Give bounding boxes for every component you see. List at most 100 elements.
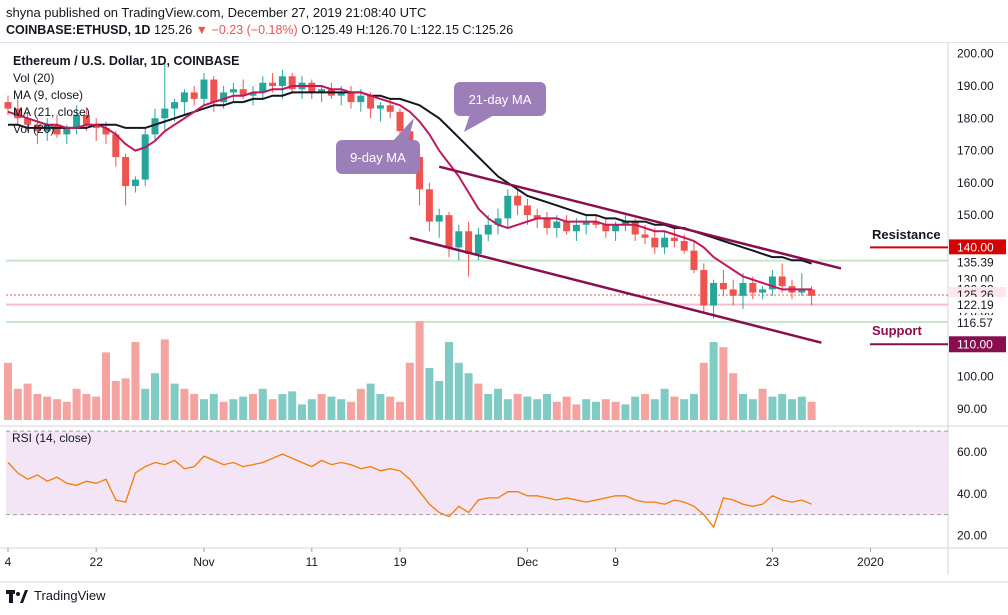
candle-body [278,76,286,86]
candle-body [131,179,139,187]
volume-bar [249,394,257,420]
candle-body [494,218,502,225]
volume-bar [23,383,32,420]
rsi-tick-label: 20.00 [957,528,987,542]
volume-bar [758,388,767,420]
candle-body [768,276,776,290]
volume-bar [307,399,316,420]
candle-body [670,237,678,241]
volume-bar [788,399,796,420]
candle-body [739,282,747,296]
candle-body [259,82,267,93]
ma21-callout: 21-day MA [454,82,546,132]
candle-body [651,237,659,248]
time-tick-label: 4 [5,555,12,569]
volume-bar [209,394,218,420]
candle-body [700,270,708,306]
volume-bar [513,394,522,420]
candle-body [161,108,169,119]
volume-bar [229,399,238,420]
candle-body [102,127,110,135]
candle-body [484,224,492,235]
ma21-callout-text: 21-day MA [469,92,532,107]
candle-body [582,221,590,225]
volume-bar [337,399,346,420]
volume-bar [680,399,689,420]
candle-body [719,282,727,290]
volume-bar [141,388,150,420]
candle-body [592,221,600,225]
volume-bar [278,394,287,420]
candle-body [602,224,610,232]
time-tick-label: 23 [766,555,780,569]
candle-body [269,82,277,86]
time-tick-label: 22 [90,555,104,569]
candle-body [523,205,531,216]
volume-bar [484,394,493,420]
candle-body [621,221,629,225]
volume-bar [298,404,306,420]
price-tag-label: 110.00 [957,337,993,351]
price-tag-bg [949,296,1006,313]
annotations: 21-day MA 9-day MA Resistance Support [336,82,948,346]
volume-bar [611,401,620,420]
volume-bar [317,394,326,420]
tradingview-logo-icon [6,589,28,603]
ma9-callout-text: 9-day MA [350,150,406,165]
volume-bar [170,383,179,420]
rsi-line [7,453,812,529]
volume-bar [562,396,571,420]
volume-bar [82,394,91,420]
candle-body [778,276,786,287]
volume-bar [200,399,208,420]
candle-body [308,82,316,93]
volume-bar [386,396,395,420]
volume-bar [464,373,473,420]
candle-body [543,218,551,229]
resistance-zone [6,259,948,262]
support-zone [6,321,948,324]
volume-bar [601,399,610,420]
volume-bar [43,396,52,420]
volume-bar [258,388,267,420]
volume-bar [53,399,61,420]
price-axis[interactable]: 200.00 190.00 180.00 170.00 160.00 150.00 140.… [949,47,1006,416]
price-tag-bg [949,336,1006,353]
volume-bar [699,362,708,420]
descending-channel [409,165,842,344]
rsi-pane: 60.00 40.00 20.00 RSI (14, close) [6,430,987,542]
price-tick-label: 170.00 [957,144,994,158]
ma9-callout: 9-day MA [336,118,420,174]
candle-body [200,79,208,99]
time-axis[interactable]: 4 22 Nov 11 19 Dec 9 23 2020 [5,548,884,569]
volume-bars [4,321,816,420]
candle-body [318,89,326,93]
volume-bar [13,388,22,420]
candle-body [749,282,757,293]
legend-vol: Vol (20) [13,71,54,85]
rsi-band [6,431,948,515]
volume-bar [131,342,140,420]
candle-body [435,215,443,222]
volume-bar [366,383,375,420]
volume-bar [719,347,728,420]
candle-body [690,250,698,271]
candle-body [73,115,81,128]
volume-bar [92,396,101,420]
candle-body [24,118,32,125]
volume-bar [239,396,248,420]
candle-body [151,118,159,135]
price-tick-label: 150.00 [957,208,994,222]
volume-bar [748,399,757,420]
candle-body [710,282,718,306]
price-tick-label: 180.00 [957,111,994,125]
symbol[interactable]: COINBASE:ETHUSD, 1D [6,23,151,37]
volume-bar [160,339,169,420]
candle-body [563,221,571,232]
volume-bar [347,401,355,420]
candle-body [680,240,688,251]
volume-bar [121,378,130,420]
time-tick-label: 9 [612,555,619,569]
volume-bar [62,401,71,420]
